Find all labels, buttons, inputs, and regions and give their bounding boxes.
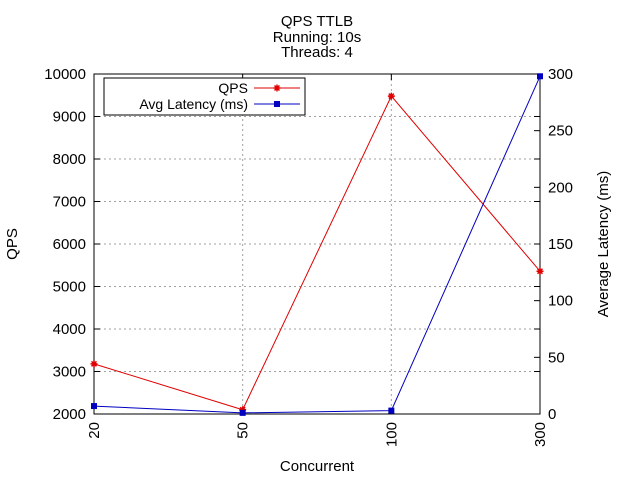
data-point-avg-latency: [239, 409, 246, 416]
left-y-axis-label: QPS: [4, 228, 21, 260]
left-tick-label: 7000: [53, 194, 86, 211]
chart-title-line-2: Running: 10s: [273, 29, 361, 46]
right-axis: 0 50 100 150 200 250 300: [534, 66, 573, 423]
right-tick-label: 100: [548, 293, 573, 310]
left-tick-label: 2000: [53, 406, 86, 423]
grid-lines: [94, 74, 540, 414]
right-tick-label: 300: [548, 66, 573, 83]
left-tick-label: 3000: [53, 364, 86, 381]
left-tick-label: 4000: [53, 321, 86, 338]
data-point-avg-latency: [91, 403, 97, 410]
right-tick-label: 50: [548, 349, 565, 366]
series-lines: [93, 76, 541, 414]
left-tick-label: 5000: [53, 279, 86, 296]
legend-box: [103, 77, 306, 116]
x-axis-label: Concurrent: [280, 458, 355, 475]
right-tick-label: 150: [548, 236, 573, 253]
series-line-avg-latency: [93, 76, 541, 414]
left-tick-label: 9000: [53, 109, 86, 126]
right-tick-label: 0: [548, 406, 556, 423]
legend-marker-qps: [273, 84, 281, 92]
series-markers: [90, 73, 544, 416]
x-tick-label: 50: [235, 422, 252, 439]
data-point-qps: [90, 360, 98, 368]
left-tick-label: 6000: [53, 236, 86, 253]
left-tick-label: 8000: [53, 151, 86, 168]
data-point-avg-latency: [388, 407, 395, 414]
right-y-axis-label: Average Latency (ms): [595, 171, 612, 317]
x-tick-label: 300: [532, 422, 549, 447]
right-tick-label: 200: [548, 179, 573, 196]
legend-marker-latency: [274, 101, 280, 107]
data-point-avg-latency: [537, 73, 543, 80]
left-tick-label: 10000: [44, 66, 86, 83]
data-point-qps: [387, 92, 395, 100]
x-tick-label: 100: [383, 422, 400, 447]
data-point-qps: [239, 406, 247, 414]
data-point-qps: [536, 267, 544, 275]
chart-title-line-1: QPS TTLB: [281, 13, 353, 30]
chart-title-line-3: Threads: 4: [281, 44, 353, 61]
x-axis: 20 50 100 300: [86, 74, 549, 447]
legend: QPS Avg Latency (ms): [103, 77, 306, 116]
right-tick-label: 250: [548, 123, 573, 140]
x-tick-label: 20: [86, 422, 103, 439]
series-line-qps: [93, 95, 541, 411]
legend-label-latency: Avg Latency (ms): [139, 96, 248, 112]
legend-label-qps: QPS: [218, 80, 248, 96]
